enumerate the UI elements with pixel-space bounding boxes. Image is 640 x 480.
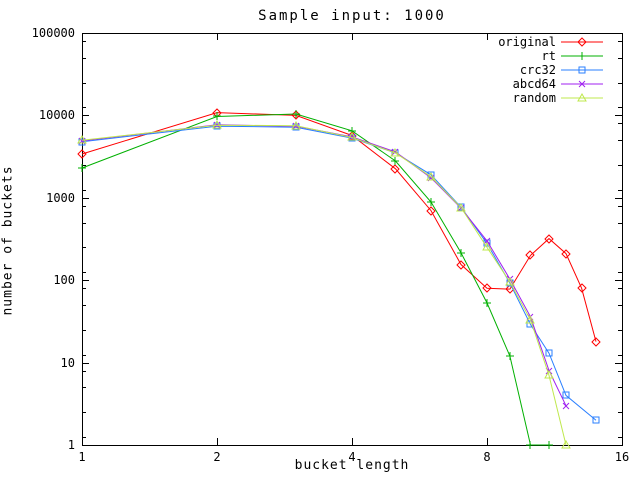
marker-diamond (577, 37, 587, 47)
y-tick-label: 10000 (39, 108, 75, 122)
x-tick-label: 16 (615, 450, 629, 464)
series-original-line (81, 112, 597, 342)
marker-diamond (482, 283, 492, 293)
marker-square (562, 391, 570, 399)
marker-diamond (77, 149, 87, 159)
marker-diamond (561, 249, 571, 259)
marker-cross (562, 402, 570, 410)
y-tick-label: 1000 (46, 191, 75, 205)
marker-diamond (591, 337, 601, 347)
marker-diamond (426, 206, 436, 216)
marker-diamond (390, 164, 400, 174)
marker-triangle (347, 131, 357, 141)
marker-square (545, 349, 553, 357)
marker-cross (578, 80, 586, 88)
marker-diamond (525, 250, 535, 260)
legend-label-crc32: crc32 (520, 63, 556, 77)
marker-triangle (390, 147, 400, 157)
marker-triangle (212, 119, 222, 129)
series-crc32-line (81, 125, 597, 421)
y-tick-label: 100 (53, 273, 75, 287)
marker-triangle (456, 202, 466, 212)
y-tick-label: 100000 (32, 26, 75, 40)
marker-cross (391, 148, 399, 156)
series-rt-line (81, 113, 549, 446)
x-axis-label: bucket length (294, 458, 410, 473)
marker-diamond (456, 260, 466, 270)
marker-diamond (577, 283, 587, 293)
legend-label-abcd64: abcd64 (513, 77, 556, 91)
legend-label-random: random (513, 91, 556, 105)
y-tick-label: 10 (61, 356, 75, 370)
marker-triangle (544, 369, 554, 379)
x-tick-label: 4 (348, 450, 355, 464)
marker-triangle (482, 241, 492, 251)
marker-square (592, 416, 600, 424)
marker-triangle (505, 276, 515, 286)
marker-triangle (577, 92, 587, 102)
marker-triangle (77, 134, 87, 144)
x-tick-label: 1 (78, 450, 85, 464)
series-abcd64-line (81, 124, 567, 406)
marker-diamond (544, 234, 554, 244)
legend-label-rt: rt (542, 49, 556, 63)
marker-triangle (525, 314, 535, 324)
x-tick-label: 8 (483, 450, 490, 464)
marker-triangle (291, 120, 301, 130)
y-tick-label: 1 (68, 438, 75, 452)
marker-cross (483, 237, 491, 245)
marker-triangle (426, 171, 436, 181)
chart-title: Sample input: 1000 (258, 8, 446, 24)
x-tick-label: 2 (213, 450, 220, 464)
marker-square (578, 66, 586, 74)
series-random-line (81, 124, 567, 446)
legend-label-original: original (498, 35, 556, 49)
marker-triangle (561, 439, 571, 449)
